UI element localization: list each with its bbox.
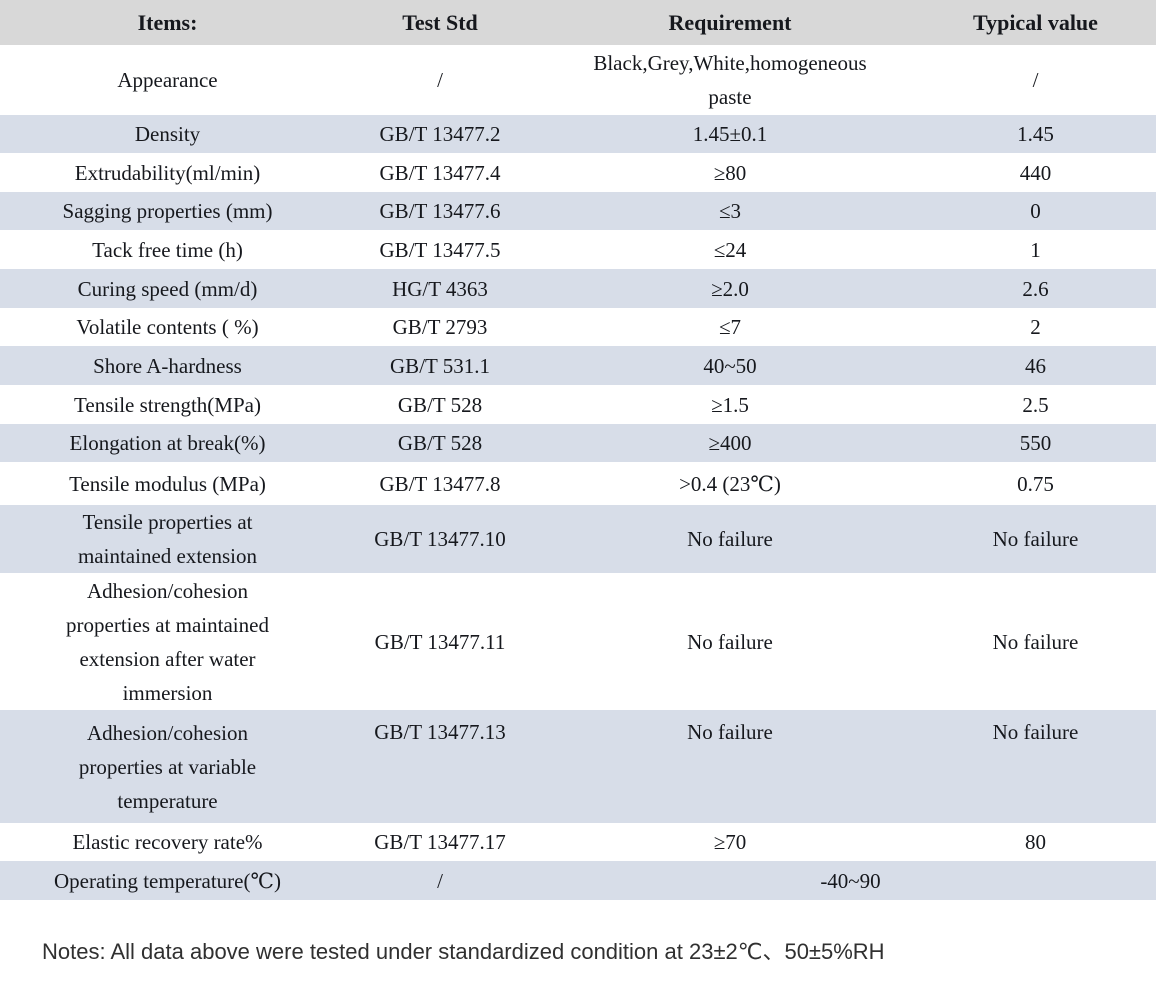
cell-test-std: GB/T 13477.6 bbox=[379, 199, 501, 223]
table-row: Elongation at break(%) GB/T 528 ≥400 550 bbox=[0, 424, 1156, 462]
cell-item: Shore A-hardness bbox=[93, 353, 242, 378]
table-row: Tensile modulus (MPa) GB/T 13477.8 >0.4 (2… bbox=[0, 462, 1156, 505]
header-items: Items: bbox=[0, 0, 335, 45]
cell-requirement: ≤3 bbox=[718, 199, 742, 223]
cell-typical-value: 2.6 bbox=[1022, 276, 1049, 301]
cell-item: Operating temperature(℃) bbox=[54, 868, 281, 893]
cell-test-std: GB/T 13477.4 bbox=[379, 160, 501, 185]
cell-requirement: 40~50 bbox=[703, 353, 757, 378]
cell-requirement: ≤24 bbox=[713, 237, 747, 262]
cell-test-std: GB/T 13477.11 bbox=[374, 629, 506, 654]
cell-typical-value: No failure bbox=[992, 629, 1079, 654]
cell-test-std: GB/T 13477.17 bbox=[374, 830, 506, 854]
cell-requirement: ≤7 bbox=[718, 315, 742, 339]
cell-test-std: GB/T 13477.5 bbox=[379, 237, 501, 262]
cell-test-std: GB/T 531.1 bbox=[390, 353, 490, 378]
cell-requirement: ≥2.0 bbox=[711, 276, 749, 301]
cell-test-std: GB/T 13477.13 bbox=[374, 720, 506, 744]
cell-item: Tack free time (h) bbox=[92, 237, 243, 262]
cell-item: Curing speed (mm/d) bbox=[77, 276, 258, 301]
cell-test-std: GB/T 13477.2 bbox=[379, 122, 501, 146]
cell-item: Adhesion/cohesion properties at maintain… bbox=[66, 578, 269, 705]
cell-requirement: ≥70 bbox=[713, 830, 747, 854]
cell-test-std: GB/T 528 bbox=[397, 392, 483, 417]
cell-test-std: / bbox=[437, 68, 443, 92]
cell-item: Extrudability(ml/min) bbox=[74, 160, 261, 185]
cell-requirement: No failure bbox=[687, 720, 773, 744]
cell-item: Sagging properties (mm) bbox=[62, 199, 273, 223]
cell-test-std: GB/T 13477.10 bbox=[374, 527, 506, 551]
cell-typical-value: 2.5 bbox=[1022, 392, 1049, 417]
cell-typical-value: 550 bbox=[1019, 431, 1052, 455]
cell-requirement: 1.45±0.1 bbox=[692, 122, 768, 146]
table-row: Appearance / Black,Grey,White,homogeneous … bbox=[0, 45, 1156, 115]
cell-test-std: GB/T 2793 bbox=[392, 315, 488, 339]
cell-typical-value: 1 bbox=[1030, 237, 1041, 262]
table-row: Adhesion/cohesion properties at variable… bbox=[0, 710, 1156, 823]
cell-typical-value: 0.75 bbox=[1017, 471, 1054, 496]
table-row: Extrudability(ml/min) GB/T 13477.4 ≥80 440 bbox=[0, 153, 1156, 192]
cell-typical-value: 80 bbox=[1025, 830, 1046, 854]
cell-typical-value: 440 bbox=[1019, 160, 1052, 185]
table-row: Sagging properties (mm) GB/T 13477.6 ≤3 0 bbox=[0, 192, 1156, 230]
table-row: Tensile properties at maintained extensi… bbox=[0, 505, 1156, 573]
cell-item: Volatile contents ( %) bbox=[76, 315, 259, 339]
header-requirement: Requirement bbox=[545, 0, 915, 45]
cell-item: Elongation at break(%) bbox=[69, 431, 266, 455]
cell-requirement: ≥400 bbox=[708, 431, 752, 455]
table-row: Curing speed (mm/d) HG/T 4363 ≥2.0 2.6 bbox=[0, 269, 1156, 308]
cell-typical-value: 2 bbox=[1030, 315, 1041, 339]
cell-typical-value: No failure bbox=[992, 720, 1079, 744]
cell-requirement: No failure bbox=[687, 527, 773, 551]
cell-item: Tensile properties at maintained extensi… bbox=[77, 510, 258, 568]
cell-typical-value: 46 bbox=[1025, 353, 1046, 378]
table-row: Elastic recovery rate% GB/T 13477.17 ≥70 80 bbox=[0, 823, 1156, 861]
cell-test-std: GB/T 13477.8 bbox=[379, 471, 501, 496]
cell-typical-value: 0 bbox=[1030, 199, 1041, 223]
header-typical-value: Typical value bbox=[915, 0, 1156, 45]
spec-table-body: Appearance / Black,Grey,White,homogeneous … bbox=[0, 45, 1156, 900]
cell-requirement: -40~90 bbox=[820, 868, 881, 893]
table-row: Operating temperature(℃) / -40~90 bbox=[0, 861, 1156, 900]
cell-requirement: ≥80 bbox=[713, 160, 747, 185]
cell-typical-value: 1.45 bbox=[1017, 122, 1054, 146]
table-row: Density GB/T 13477.2 1.45±0.1 1.45 bbox=[0, 115, 1156, 153]
cell-test-std: HG/T 4363 bbox=[392, 276, 488, 301]
cell-typical-value: No failure bbox=[992, 527, 1079, 551]
cell-requirement: Black,Grey,White,homogeneous paste bbox=[593, 51, 867, 109]
cell-typical-value: / bbox=[1032, 68, 1039, 92]
cell-test-std: GB/T 528 bbox=[397, 431, 483, 455]
notes-text: Notes: All data above were tested under … bbox=[42, 939, 885, 964]
cell-item: Density bbox=[134, 122, 201, 146]
cell-item: Appearance bbox=[117, 68, 218, 92]
cell-test-std: / bbox=[437, 868, 443, 893]
spec-table-header: Items: Test Std Requirement Typical valu… bbox=[0, 0, 1156, 45]
header-row: Items: Test Std Requirement Typical valu… bbox=[0, 0, 1156, 45]
cell-requirement: >0.4 (23℃) bbox=[679, 471, 781, 496]
table-row: Volatile contents ( %) GB/T 2793 ≤7 2 bbox=[0, 308, 1156, 346]
cell-requirement: ≥1.5 bbox=[711, 392, 749, 417]
header-test-std: Test Std bbox=[335, 0, 545, 45]
cell-item: Tensile strength(MPa) bbox=[74, 392, 261, 417]
spec-table: Items: Test Std Requirement Typical valu… bbox=[0, 0, 1156, 900]
cell-item: Elastic recovery rate% bbox=[72, 830, 263, 854]
cell-item: Adhesion/cohesion properties at variable… bbox=[78, 720, 257, 813]
cell-requirement: No failure bbox=[687, 629, 773, 654]
table-row: Adhesion/cohesion properties at maintain… bbox=[0, 573, 1156, 710]
table-row: Shore A-hardness GB/T 531.1 40~50 46 bbox=[0, 346, 1156, 385]
table-row: Tensile strength(MPa) GB/T 528 ≥1.5 2.5 bbox=[0, 385, 1156, 424]
cell-item: Tensile modulus (MPa) bbox=[69, 471, 266, 496]
table-row: Tack free time (h) GB/T 13477.5 ≤24 1 bbox=[0, 230, 1156, 269]
